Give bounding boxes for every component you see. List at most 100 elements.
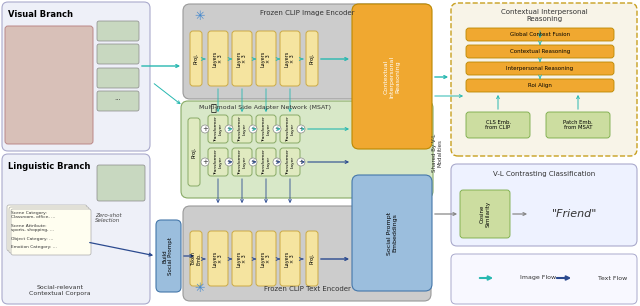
- FancyBboxPatch shape: [208, 231, 228, 286]
- Text: Shared By V-L
Modalities: Shared By V-L Modalities: [431, 134, 442, 172]
- Text: ✳: ✳: [195, 282, 205, 294]
- Text: Proj.: Proj.: [310, 53, 314, 64]
- Text: Classroom, office, ...: Classroom, office, ...: [11, 215, 55, 219]
- Text: +: +: [250, 126, 256, 132]
- Text: Transformer
Layer: Transformer Layer: [214, 149, 222, 175]
- Circle shape: [225, 125, 233, 133]
- Text: Interpersonal Reasoning: Interpersonal Reasoning: [506, 66, 573, 71]
- Text: Multi-modal Side Adapter Network (MSAT): Multi-modal Side Adapter Network (MSAT): [199, 105, 331, 110]
- FancyBboxPatch shape: [208, 115, 228, 143]
- Text: Patch Emb.
from MSAT: Patch Emb. from MSAT: [563, 120, 593, 130]
- Text: sports, shopping, ...: sports, shopping, ...: [11, 228, 54, 232]
- FancyBboxPatch shape: [5, 26, 93, 144]
- FancyBboxPatch shape: [208, 31, 228, 86]
- Text: "Friend": "Friend": [552, 209, 598, 219]
- FancyBboxPatch shape: [451, 254, 637, 304]
- FancyBboxPatch shape: [232, 31, 252, 86]
- FancyBboxPatch shape: [183, 4, 431, 99]
- Circle shape: [249, 158, 257, 166]
- Text: Frozen CLIP Text Encoder: Frozen CLIP Text Encoder: [264, 286, 351, 292]
- FancyBboxPatch shape: [190, 231, 202, 286]
- FancyBboxPatch shape: [232, 148, 252, 176]
- FancyBboxPatch shape: [460, 190, 510, 238]
- Text: Proj.: Proj.: [191, 146, 196, 158]
- Text: Layers
× 3: Layers × 3: [212, 250, 223, 267]
- Text: Social-relevant
Contextual Corpora: Social-relevant Contextual Corpora: [29, 285, 91, 296]
- Text: Object Category: ...: Object Category: ...: [11, 237, 53, 241]
- FancyBboxPatch shape: [306, 31, 318, 86]
- Circle shape: [225, 158, 233, 166]
- Text: ✳: ✳: [195, 10, 205, 24]
- FancyBboxPatch shape: [466, 62, 614, 75]
- Text: +: +: [298, 159, 304, 165]
- Text: Frozen CLIP Image Encoder: Frozen CLIP Image Encoder: [260, 10, 355, 16]
- Text: Transformer
Layer: Transformer Layer: [214, 116, 222, 142]
- Text: Image Flow: Image Flow: [520, 275, 556, 281]
- Text: Scene Attribute:: Scene Attribute:: [11, 224, 47, 228]
- Text: +: +: [202, 126, 208, 132]
- Text: Cosine
Similarity: Cosine Similarity: [479, 201, 490, 227]
- FancyBboxPatch shape: [352, 4, 432, 149]
- FancyBboxPatch shape: [256, 231, 276, 286]
- Text: Layers
× 3: Layers × 3: [212, 50, 223, 67]
- Text: Transformer
Layer: Transformer Layer: [285, 149, 294, 175]
- FancyBboxPatch shape: [306, 231, 318, 286]
- Text: 🔥: 🔥: [210, 102, 216, 112]
- Text: Layers
× 3: Layers × 3: [260, 50, 271, 67]
- Text: Layers
× 3: Layers × 3: [285, 50, 296, 67]
- Text: Transformer
Layer: Transformer Layer: [262, 116, 270, 142]
- FancyBboxPatch shape: [256, 148, 276, 176]
- FancyBboxPatch shape: [11, 209, 91, 255]
- FancyBboxPatch shape: [9, 207, 89, 253]
- Text: ...: ...: [115, 95, 122, 101]
- Text: +: +: [250, 159, 256, 165]
- Text: Emotion Category: ...: Emotion Category: ...: [11, 245, 57, 249]
- FancyBboxPatch shape: [280, 231, 300, 286]
- FancyBboxPatch shape: [256, 31, 276, 86]
- Circle shape: [297, 158, 305, 166]
- FancyBboxPatch shape: [466, 28, 614, 41]
- Text: Global Context Fusion: Global Context Fusion: [510, 32, 570, 37]
- FancyBboxPatch shape: [232, 115, 252, 143]
- FancyBboxPatch shape: [2, 2, 150, 151]
- Text: Text Flow: Text Flow: [598, 275, 627, 281]
- FancyBboxPatch shape: [97, 21, 139, 41]
- Text: +: +: [274, 159, 280, 165]
- FancyBboxPatch shape: [546, 112, 610, 138]
- FancyBboxPatch shape: [183, 206, 431, 301]
- FancyBboxPatch shape: [97, 68, 139, 88]
- Text: Visual Branch: Visual Branch: [8, 10, 73, 19]
- Text: Contextual Interpersonal
Reasoning: Contextual Interpersonal Reasoning: [500, 9, 588, 22]
- Text: Layers
× 3: Layers × 3: [285, 250, 296, 267]
- Text: Contextual
Interpersonal
Reasoning: Contextual Interpersonal Reasoning: [384, 56, 400, 98]
- FancyBboxPatch shape: [7, 205, 87, 251]
- Text: Proj.: Proj.: [310, 253, 314, 264]
- Text: Transformer
Layer: Transformer Layer: [237, 149, 246, 175]
- FancyBboxPatch shape: [280, 148, 300, 176]
- Text: Roi Align: Roi Align: [528, 83, 552, 88]
- FancyBboxPatch shape: [280, 31, 300, 86]
- Text: +: +: [226, 126, 232, 132]
- FancyBboxPatch shape: [232, 231, 252, 286]
- Text: +: +: [274, 126, 280, 132]
- Text: CLS Emb.
from CLIP: CLS Emb. from CLIP: [485, 120, 511, 130]
- Text: Build
Social Prompt: Build Social Prompt: [163, 237, 173, 275]
- Text: Layers
× 3: Layers × 3: [260, 250, 271, 267]
- Circle shape: [273, 125, 281, 133]
- Text: +: +: [226, 159, 232, 165]
- FancyBboxPatch shape: [352, 175, 432, 291]
- FancyBboxPatch shape: [97, 165, 145, 201]
- Text: Layers
× 3: Layers × 3: [237, 250, 248, 267]
- FancyBboxPatch shape: [156, 220, 181, 292]
- Text: Token
Emb.: Token Emb.: [191, 252, 202, 266]
- Text: +: +: [298, 126, 304, 132]
- FancyBboxPatch shape: [451, 164, 637, 246]
- Text: Layers
× 3: Layers × 3: [237, 50, 248, 67]
- Text: Transformer
Layer: Transformer Layer: [285, 116, 294, 142]
- Text: Contextual Reasoning: Contextual Reasoning: [510, 49, 570, 54]
- Text: Transformer
Layer: Transformer Layer: [262, 149, 270, 175]
- FancyBboxPatch shape: [97, 91, 139, 111]
- FancyBboxPatch shape: [97, 44, 139, 64]
- Text: Social Prompt
Embeddings: Social Prompt Embeddings: [387, 211, 397, 255]
- Circle shape: [201, 158, 209, 166]
